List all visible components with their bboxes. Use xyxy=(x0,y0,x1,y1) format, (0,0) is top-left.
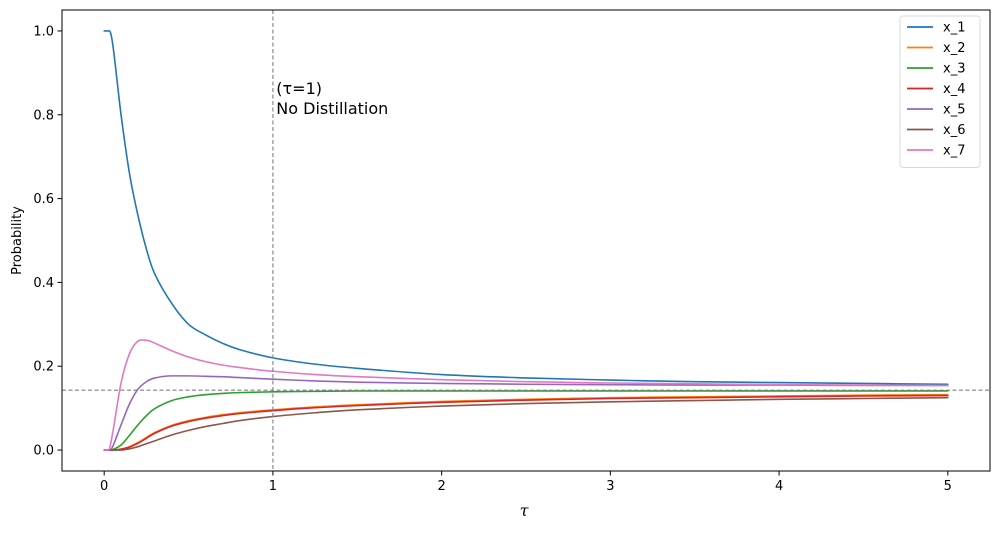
y-tick-label: 0.8 xyxy=(33,108,54,123)
series-line-x-6 xyxy=(103,396,949,451)
y-tick-label: 0.6 xyxy=(33,192,54,207)
legend-label-x-2: x_2 xyxy=(943,41,965,56)
series-line-x-1 xyxy=(103,30,949,386)
x-tick-label: 0 xyxy=(100,479,108,494)
axes: 0 1 2 3 4 5 0.0 0.2 0.4 0.6 0.8 1.0 xyxy=(33,9,991,494)
plot-frame xyxy=(61,9,991,472)
x-tick-label: 5 xyxy=(944,479,952,494)
legend-label-x-3: x_3 xyxy=(943,62,965,77)
x-tick-label: 3 xyxy=(606,479,614,494)
y-tick-label: 0.0 xyxy=(33,444,54,459)
series-line-x-3 xyxy=(103,390,949,451)
y-tick-label: 0.2 xyxy=(33,360,54,375)
series-line-x-5 xyxy=(103,375,949,451)
legend-label-x-4: x_4 xyxy=(943,82,965,97)
x-tick-label: 4 xyxy=(775,479,783,494)
x-axis-label: τ xyxy=(520,501,530,520)
annotation-no-distillation-label: No Distillation xyxy=(276,99,388,118)
plot-area xyxy=(62,10,990,471)
x-tick-label: 1 xyxy=(269,479,277,494)
x-tick-label: 2 xyxy=(437,479,445,494)
legend-label-x-6: x_6 xyxy=(943,123,965,138)
y-axis-label: Probability xyxy=(10,206,25,275)
legend-label-x-7: x_7 xyxy=(943,144,965,159)
y-tick-label: 1.0 xyxy=(33,24,54,39)
series-line-x-7 xyxy=(103,339,949,451)
legend-label-x-5: x_5 xyxy=(943,103,965,118)
legend-box xyxy=(899,15,981,168)
series-line-x-4 xyxy=(103,394,949,451)
legend-label-x-1: x_1 xyxy=(943,21,965,36)
annotation-tau-label: (τ=1) xyxy=(276,79,322,98)
y-tick-label: 0.4 xyxy=(33,276,54,291)
legend: x_1 x_2 x_3 x_4 x_5 x_6 x_7 xyxy=(899,15,981,168)
